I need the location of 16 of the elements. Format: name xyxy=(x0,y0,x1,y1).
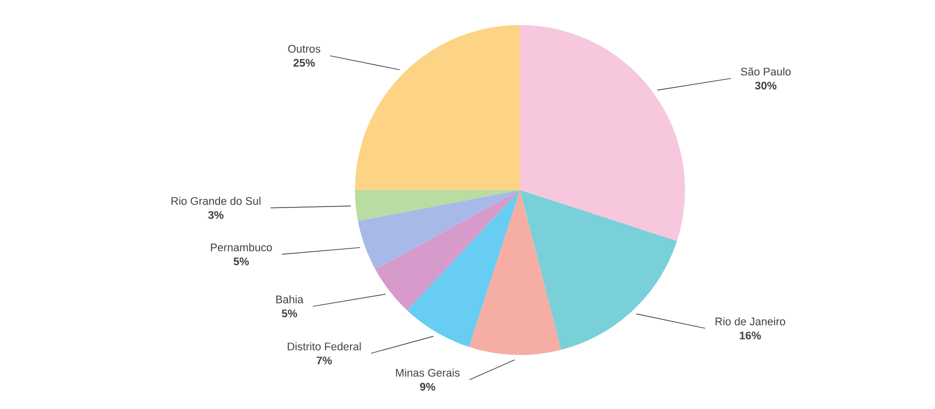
slice-label: Rio Grande do Sul xyxy=(172,196,260,205)
slice-label: Rio de Janeiro xyxy=(716,317,786,326)
slice-label: Minas Gerais xyxy=(396,368,460,377)
slice-label: Distrito Federal xyxy=(288,342,361,350)
slice-label: São Paulo xyxy=(740,67,791,76)
data-label: 7% xyxy=(316,356,332,364)
data-label: 3% xyxy=(208,211,224,219)
data-label: 25% xyxy=(293,58,315,67)
data-label: 16% xyxy=(740,332,761,340)
data-label: 9% xyxy=(420,382,436,391)
slice-label: Bahia xyxy=(276,295,304,304)
data-label: 5% xyxy=(282,310,298,318)
data-label: 30% xyxy=(755,82,776,90)
slice-label: Pernambuco xyxy=(210,243,272,252)
data-label: 5% xyxy=(234,258,249,266)
slice-label: Outros xyxy=(288,44,320,53)
